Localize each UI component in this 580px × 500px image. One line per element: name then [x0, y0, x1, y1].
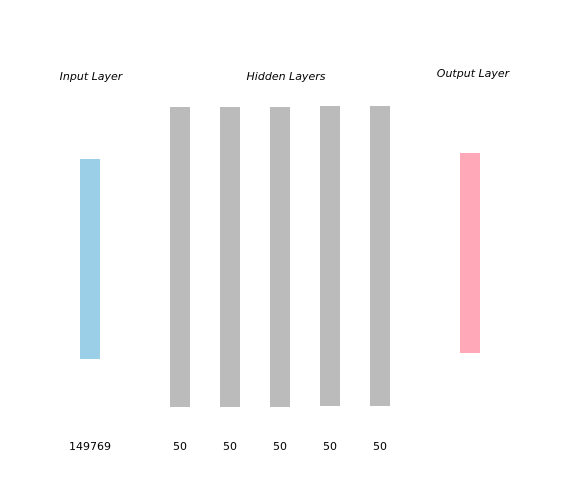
hidden-layers-label: Hidden Layers: [247, 70, 326, 83]
hidden-layer-bar-4: [320, 106, 340, 406]
input-layer-size: 149769: [69, 440, 111, 453]
output-layer-label: Output Layer: [437, 67, 511, 80]
hidden-layer-bar-3: [270, 107, 290, 407]
input-layer-label: Input Layer: [60, 70, 124, 83]
output-layer-bar: [460, 153, 480, 353]
hidden-layer-size-1: 50: [173, 440, 187, 453]
input-layer-bar: [80, 159, 100, 359]
hidden-layer-bar-5: [370, 106, 390, 406]
hidden-layer-size-3: 50: [273, 440, 287, 453]
hidden-layer-size-2: 50: [223, 440, 237, 453]
hidden-layer-size-5: 50: [373, 440, 387, 453]
hidden-layer-bar-2: [220, 107, 240, 407]
hidden-layer-bar-1: [170, 107, 190, 407]
hidden-layer-size-4: 50: [323, 440, 337, 453]
